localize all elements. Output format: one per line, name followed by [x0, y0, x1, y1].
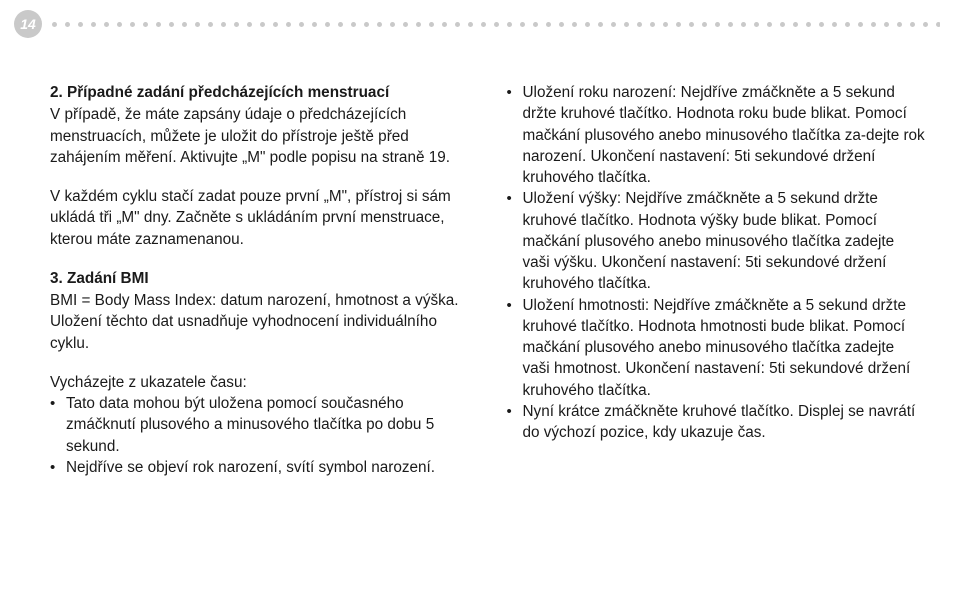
- dot-icon: [130, 22, 135, 27]
- dot-icon: [845, 22, 850, 27]
- dot-icon: [260, 22, 265, 27]
- list-item: Uložení hmotnosti: Nejdříve zmáčkněte a …: [507, 295, 926, 401]
- dot-icon: [442, 22, 447, 27]
- list-item: Nyní krátce zmáčkněte kruhové tlačítko. …: [507, 401, 926, 444]
- dot-icon: [793, 22, 798, 27]
- dot-icon: [169, 22, 174, 27]
- bullet-text: Nejdříve se objeví rok narození, svítí s…: [66, 459, 435, 476]
- dot-icon: [117, 22, 122, 27]
- dot-icon: [871, 22, 876, 27]
- dot-icon: [715, 22, 720, 27]
- dot-icon: [611, 22, 616, 27]
- dot-icon: [416, 22, 421, 27]
- list-item: Uložení výšky: Nejdříve zmáčkněte a 5 se…: [507, 188, 926, 294]
- dot-icon: [221, 22, 226, 27]
- dot-icon: [52, 22, 57, 27]
- dot-icon: [468, 22, 473, 27]
- dot-icon: [767, 22, 772, 27]
- header-dots: [52, 22, 940, 28]
- page-number-badge: 14: [14, 10, 42, 38]
- bullet-text: Nyní krátce zmáčkněte kruhové tlačítko. …: [523, 403, 916, 441]
- bullet-text: Uložení hmotnosti: Nejdříve zmáčkněte a …: [523, 297, 911, 399]
- right-bullets: Uložení roku narození: Nejdříve zmáčknět…: [507, 82, 926, 443]
- dot-icon: [182, 22, 187, 27]
- dot-icon: [234, 22, 239, 27]
- left-column: 2. Případné zadání předcházejících menst…: [50, 82, 469, 603]
- dot-icon: [689, 22, 694, 27]
- section-2-paragraph-2: V každém cyklu stačí zadat pouze první „…: [50, 186, 469, 250]
- list-item: Nejdříve se objeví rok narození, svítí s…: [50, 457, 469, 478]
- dot-icon: [858, 22, 863, 27]
- dot-icon: [104, 22, 109, 27]
- dot-icon: [637, 22, 642, 27]
- dot-icon: [754, 22, 759, 27]
- dot-icon: [676, 22, 681, 27]
- section-2-heading: 2. Případné zadání předcházejících menst…: [50, 82, 469, 103]
- dot-icon: [156, 22, 161, 27]
- list-item: Tato data mohou být uložena pomocí souča…: [50, 393, 469, 457]
- dot-icon: [546, 22, 551, 27]
- bullet-text: Uložení výšky: Nejdříve zmáčkněte a 5 se…: [523, 190, 895, 292]
- section-2-paragraph-1: V případě, že máte zapsány údaje o předc…: [50, 104, 469, 168]
- dot-icon: [481, 22, 486, 27]
- dot-icon: [572, 22, 577, 27]
- dot-icon: [143, 22, 148, 27]
- dot-icon: [377, 22, 382, 27]
- page: 14 2. Případné zadání předcházejících me…: [0, 0, 960, 613]
- dot-icon: [910, 22, 915, 27]
- dot-icon: [507, 22, 512, 27]
- dot-icon: [494, 22, 499, 27]
- right-column: Uložení roku narození: Nejdříve zmáčknět…: [507, 82, 926, 603]
- dot-icon: [832, 22, 837, 27]
- dot-icon: [299, 22, 304, 27]
- dot-icon: [533, 22, 538, 27]
- dot-icon: [403, 22, 408, 27]
- dot-icon: [390, 22, 395, 27]
- dot-icon: [598, 22, 603, 27]
- dot-icon: [429, 22, 434, 27]
- page-number-text: 14: [20, 16, 36, 32]
- section-3-bullets: Tato data mohou být uložena pomocí souča…: [50, 393, 469, 478]
- section-3-paragraph-1: BMI = Body Mass Index: datum narození, h…: [50, 290, 469, 354]
- dot-icon: [65, 22, 70, 27]
- dot-icon: [728, 22, 733, 27]
- dot-icon: [819, 22, 824, 27]
- dot-icon: [663, 22, 668, 27]
- dot-icon: [208, 22, 213, 27]
- list-item: Uložení roku narození: Nejdříve zmáčknět…: [507, 82, 926, 188]
- dot-icon: [338, 22, 343, 27]
- section-3-paragraph-2: Vycházejte z ukazatele času:: [50, 372, 469, 393]
- dot-icon: [364, 22, 369, 27]
- dot-icon: [585, 22, 590, 27]
- dot-icon: [351, 22, 356, 27]
- dot-icon: [91, 22, 96, 27]
- dot-icon: [702, 22, 707, 27]
- dot-icon: [286, 22, 291, 27]
- bullet-text: Tato data mohou být uložena pomocí souča…: [66, 395, 434, 455]
- dot-icon: [559, 22, 564, 27]
- dot-icon: [650, 22, 655, 27]
- dot-icon: [312, 22, 317, 27]
- dot-icon: [247, 22, 252, 27]
- bullet-text: Uložení roku narození: Nejdříve zmáčknět…: [523, 84, 925, 186]
- dot-icon: [884, 22, 889, 27]
- dot-icon: [897, 22, 902, 27]
- dot-icon: [78, 22, 83, 27]
- dot-icon: [806, 22, 811, 27]
- dot-icon: [195, 22, 200, 27]
- dot-icon: [780, 22, 785, 27]
- section-3-heading: 3. Zadání BMI: [50, 268, 469, 289]
- dot-icon: [273, 22, 278, 27]
- dot-icon: [325, 22, 330, 27]
- dot-icon: [923, 22, 928, 27]
- dot-icon: [936, 22, 940, 27]
- dot-icon: [520, 22, 525, 27]
- content-columns: 2. Případné zadání předcházejících menst…: [50, 82, 925, 603]
- dot-icon: [741, 22, 746, 27]
- dot-icon: [455, 22, 460, 27]
- dot-icon: [624, 22, 629, 27]
